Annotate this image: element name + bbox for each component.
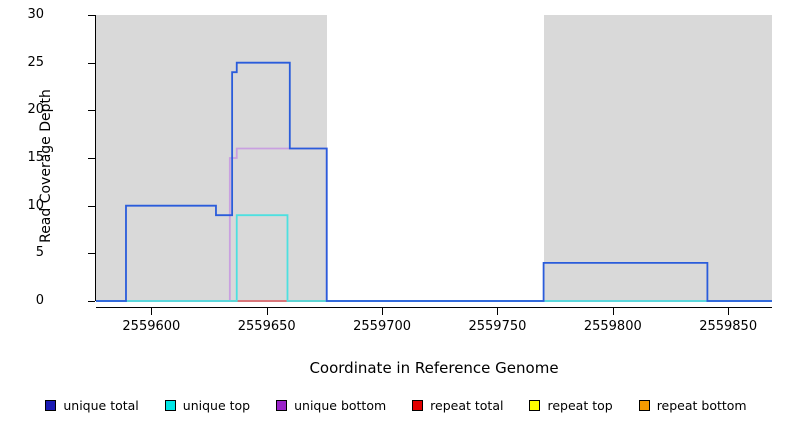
chart-legend: unique total unique top unique bottom repea… <box>0 398 792 413</box>
x-axis-tick <box>266 308 268 315</box>
legend-item-repeat-bottom[interactable]: repeat bottom <box>638 398 747 413</box>
y-axis-tick-label: 0 <box>35 293 44 308</box>
y-axis-tick <box>88 62 95 64</box>
legend-swatch-icon <box>276 400 288 411</box>
legend-label: unique top <box>182 398 251 413</box>
legend-label: repeat bottom <box>656 398 747 413</box>
legend-swatch-icon <box>529 400 541 411</box>
x-axis-tick-label: 2559750 <box>468 319 527 334</box>
legend-item-repeat-total[interactable]: repeat total <box>412 398 503 413</box>
legend-item-unique-total[interactable]: unique total <box>45 398 139 413</box>
x-axis-tick <box>612 308 614 315</box>
legend-swatch-icon <box>45 400 57 411</box>
x-axis-tick-label: 2559650 <box>237 319 296 334</box>
shaded-region <box>543 15 772 301</box>
x-axis-tick <box>151 308 153 315</box>
legend-swatch-icon <box>164 400 176 411</box>
legend-item-unique-top[interactable]: unique top <box>164 398 251 413</box>
y-axis-tick <box>88 158 95 159</box>
x-axis-tick <box>382 308 384 315</box>
y-axis-tick-label: 10 <box>27 197 44 213</box>
y-axis-line <box>95 15 96 301</box>
x-axis-tick-label: 2559800 <box>583 319 642 334</box>
y-axis-tick <box>88 253 95 255</box>
legend-swatch-icon <box>638 400 650 411</box>
legend-item-unique-bottom[interactable]: unique bottom <box>276 398 386 413</box>
x-axis-tick-label: 2559700 <box>353 319 412 334</box>
y-axis-tick-label: 25 <box>27 54 44 70</box>
x-axis-line <box>96 307 772 308</box>
x-axis-tick <box>728 308 730 315</box>
x-axis-tick-label: 2559850 <box>699 319 758 334</box>
legend-label: repeat top <box>547 398 613 413</box>
series-layer <box>96 61 772 302</box>
y-axis-tick-label: 30 <box>27 7 44 22</box>
y-axis-tick-label: 5 <box>35 245 44 261</box>
legend-label: unique bottom <box>294 398 387 413</box>
y-axis-tick <box>88 15 95 16</box>
y-axis-tick <box>88 301 95 302</box>
legend-label: unique total <box>63 398 139 413</box>
x-axis-tick <box>497 308 499 315</box>
x-axis-tick-label: 2559600 <box>122 319 181 334</box>
legend-label: repeat total <box>430 398 504 413</box>
legend-item-repeat-top[interactable]: repeat top <box>529 398 613 413</box>
y-axis-tick <box>88 110 95 112</box>
legend-swatch-icon <box>412 400 424 411</box>
series-line-unique-bottom <box>96 147 772 302</box>
plot-area <box>96 15 772 302</box>
y-axis-tick <box>88 205 95 207</box>
series-line-unique-total <box>96 61 772 302</box>
y-axis-tick-label: 15 <box>27 150 44 165</box>
series-line-unique-top <box>96 214 772 302</box>
x-axis-title: Coordinate in Reference Genome <box>309 359 559 377</box>
y-axis-tick-label: 20 <box>27 102 44 118</box>
